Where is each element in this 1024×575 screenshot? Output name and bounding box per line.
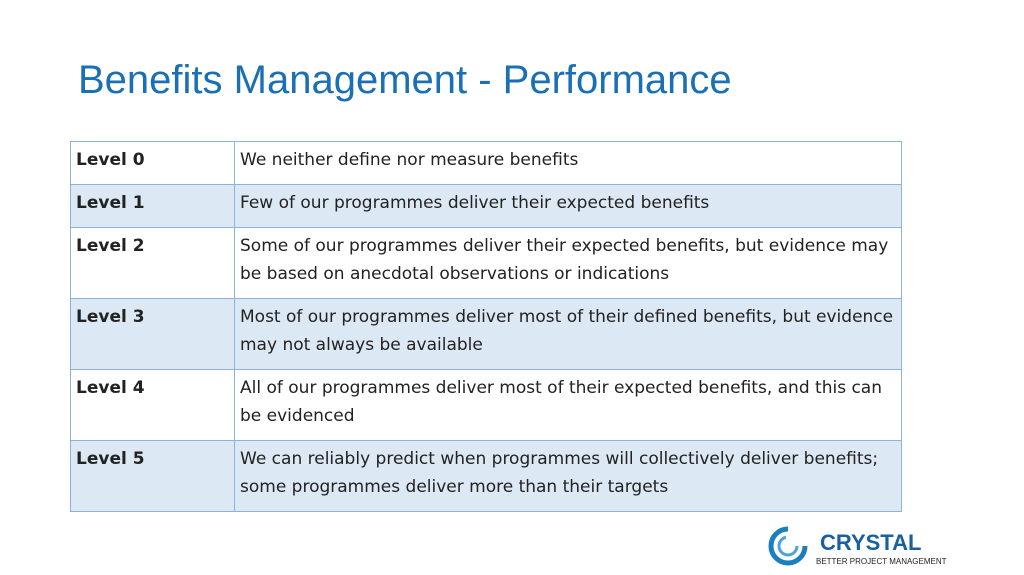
level-name: Level 1 bbox=[70, 184, 235, 228]
level-description: We neither define nor measure benefits bbox=[234, 141, 902, 185]
level-description: Most of our programmes deliver most of t… bbox=[234, 298, 902, 370]
level-name: Level 2 bbox=[70, 227, 235, 299]
level-description: Some of our programmes deliver their exp… bbox=[234, 227, 902, 299]
level-description: All of our programmes deliver most of th… bbox=[234, 369, 902, 441]
table-row: Level 2 Some of our programmes deliver th… bbox=[70, 227, 902, 299]
title: Benefits Management - Performance bbox=[78, 58, 732, 102]
level-description: We can reliably predict when programmes … bbox=[234, 440, 902, 512]
logo-tagline: BETTER PROJECT MANAGEMENT bbox=[816, 557, 947, 566]
level-name: Level 4 bbox=[70, 369, 235, 441]
logo-graphic: CRYSTAL BETTER PROJECT MANAGEMENT bbox=[768, 526, 947, 566]
level-name: Level 0 bbox=[70, 141, 235, 185]
table-row: Level 4 All of our programmes deliver mos… bbox=[70, 369, 902, 441]
level-name: Level 5 bbox=[70, 440, 235, 512]
table-row: Level 0 We neither define nor measure ben… bbox=[70, 141, 902, 185]
table-row: Level 5 We can reliably predict when prog… bbox=[70, 440, 902, 512]
logo-name: CRYSTAL bbox=[820, 530, 921, 555]
levels-table: Level 0 We neither define nor measure ben… bbox=[70, 141, 902, 512]
table-row: Level 1 Few of our programmes deliver the… bbox=[70, 184, 902, 228]
level-description: Few of our programmes deliver their expe… bbox=[234, 184, 902, 228]
level-name: Level 3 bbox=[70, 298, 235, 370]
logo: CRYSTAL BETTER PROJECT MANAGEMENT bbox=[768, 522, 958, 574]
table-row: Level 3 Most of our programmes deliver mo… bbox=[70, 298, 902, 370]
